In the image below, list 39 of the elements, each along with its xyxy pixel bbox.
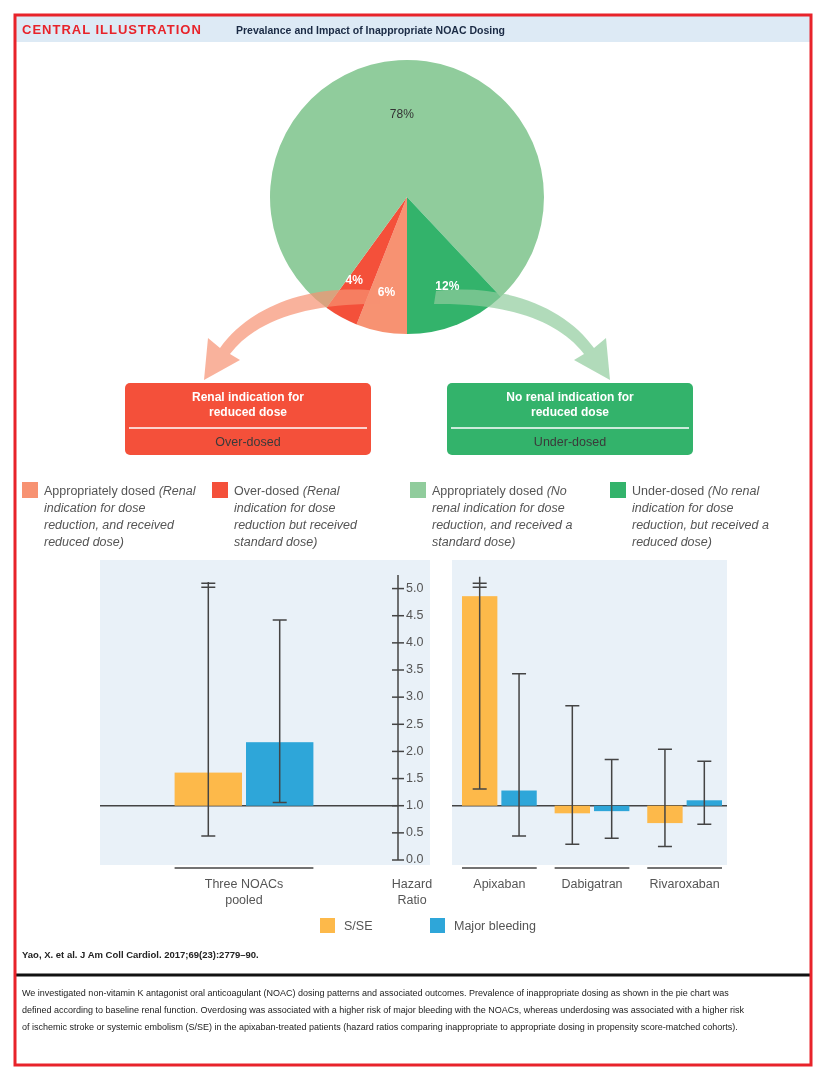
bar: [501, 790, 537, 806]
x-tick-label: Apixaban: [473, 877, 526, 891]
text: Yao, X. et al. J Am Coll Cardiol. 2017;69(23):2779–90.: [22, 949, 259, 960]
y-tick-label: 0.0: [406, 852, 424, 867]
y-tick-label: 4.5: [406, 608, 424, 623]
y-tick-label: 0.5: [406, 825, 424, 840]
y-tick-label: 5.0: [406, 580, 424, 595]
legend-label: Under-dosed (No renal indication for dose reduction, but received a reduced dose): [632, 484, 769, 549]
bar: [462, 596, 498, 806]
y-tick-label: 2.5: [406, 716, 424, 731]
y-tick-label: 3.0: [406, 689, 424, 704]
y-tick-label: 4.0: [406, 635, 424, 650]
y-tick-label: 3.5: [406, 662, 424, 677]
y-tick-label: 1.0: [406, 798, 424, 813]
data-label: 6%: [377, 284, 396, 299]
legend-label: Appropriately dosed (No renal indication for dose reduction, and received a standard dose): [432, 484, 573, 549]
bar: [647, 805, 683, 824]
chart-subtitle: Prevalance and Impact of Inappropriate NOAC Dosing: [236, 24, 505, 36]
y-axis-title: Hazard Ratio: [391, 877, 433, 907]
pie-slice: [270, 60, 544, 308]
y-tick-label: 1.5: [406, 770, 424, 785]
data-label: 4%: [345, 273, 364, 288]
x-tick-label: Dabigatran: [561, 877, 623, 891]
legend-label: Over-dosed (Renal indication for dose reduction but received standard dose): [234, 484, 359, 549]
text: Over-dosed: [215, 435, 281, 449]
y-tick-label: 2.0: [406, 743, 424, 758]
x-tick-label: Rivaroxaban: [649, 877, 720, 891]
data-label: 78%: [389, 107, 415, 122]
text: Under-dosed: [533, 435, 607, 449]
chart-title: CENTRAL ILLUSTRATION: [22, 22, 202, 37]
legend-label: S/SE: [344, 919, 373, 933]
x-tick-label: Three NOACs pooled: [204, 877, 284, 907]
text: No renal indication for reduced dose: [506, 390, 634, 419]
legend-label: Major bleeding: [454, 919, 537, 933]
text: Renal indication for reduced dose: [191, 390, 305, 419]
legend-label: Appropriately dosed (Renal indication for dose reduction, and received reduced dose): [44, 484, 197, 549]
text: We investigated non-vitamin K antagonist oral anticoagulant (NOAC) dosing patterns and associated outcomes. Prevalence of inappropriate dosing as shown in the pie chart was defined according to baseline renal function. Overdosing was associated with a higher risk of major bleeding with the NOACs, whereas underdosing was associated with a higher risk of ischemic stroke or systemic embolism (S/SE) in the apixaban-treated patients (hazard ratios comparing inappropriate to appropriate dosing in propensity score-matched cohorts).: [22, 988, 745, 1032]
data-label: 12%: [435, 279, 460, 294]
bar: [686, 800, 722, 806]
